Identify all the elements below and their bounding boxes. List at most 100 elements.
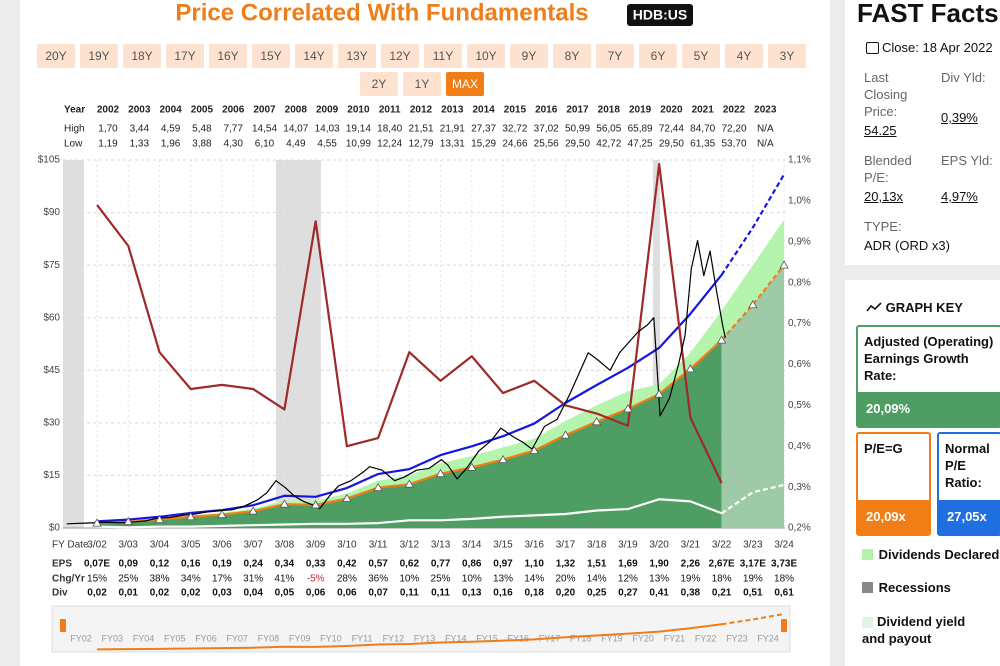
period-label[interactable]: 18Y — [131, 49, 152, 63]
earnings-marker — [186, 511, 196, 521]
x-tick-label: 3/24 — [774, 540, 794, 551]
fy-row-label: Chg/Yr — [52, 574, 85, 585]
period-button[interactable] — [252, 44, 290, 68]
year-table-cell: 72,20 — [721, 124, 746, 135]
navigator-label: FY07 — [226, 633, 248, 643]
period-button[interactable] — [80, 44, 118, 68]
period-label[interactable]: 5Y — [694, 49, 709, 63]
period-button[interactable] — [768, 44, 806, 68]
period-button[interactable] — [360, 72, 398, 96]
period-label[interactable]: MAX — [452, 77, 478, 91]
period-button[interactable] — [166, 44, 204, 68]
fy-cell: 0,41 — [649, 588, 669, 599]
y-tick-label: $30 — [43, 417, 60, 428]
period-button[interactable] — [682, 44, 720, 68]
key-item: Recessions — [862, 580, 951, 595]
graph-key-title: GRAPH KEY — [866, 300, 963, 315]
navigator-label: FY11 — [352, 633, 373, 643]
period-label[interactable]: 2Y — [372, 77, 387, 91]
period-label[interactable]: 14Y — [303, 49, 324, 63]
fy-cell: 14% — [587, 574, 607, 585]
period-label[interactable]: 19Y — [88, 49, 109, 63]
period-label[interactable]: 10Y — [475, 49, 496, 63]
period-button[interactable] — [295, 44, 333, 68]
x-tick-label: 3/22 — [712, 540, 732, 551]
x-tick-label: 3/12 — [400, 540, 420, 551]
chart: Price Correlated With Fundamentals HDB:U… — [37, 0, 811, 653]
period-button[interactable] — [553, 44, 591, 68]
period-button[interactable] — [446, 72, 484, 96]
period-label[interactable]: 7Y — [608, 49, 623, 63]
fy-cell: 0,12 — [150, 559, 170, 570]
year-table-cell: 29,50 — [659, 139, 684, 150]
period-label[interactable]: 17Y — [174, 49, 195, 63]
recession-band — [652, 160, 661, 528]
fy-cell: 1,90 — [649, 559, 669, 570]
period-button[interactable] — [123, 44, 161, 68]
year-table-cell: 2011 — [379, 105, 401, 116]
period-label[interactable]: 20Y — [45, 49, 66, 63]
period-label[interactable]: 9Y — [522, 49, 537, 63]
earnings-marker — [248, 506, 258, 515]
period-button[interactable] — [424, 44, 462, 68]
fy-cell: 0,07E — [84, 559, 110, 570]
fy-cell: 14% — [524, 574, 544, 585]
period-label[interactable]: 1Y — [415, 77, 430, 91]
year-table-cell: 1,96 — [161, 139, 181, 150]
period-label[interactable]: 11Y — [433, 49, 453, 63]
period-button[interactable] — [725, 44, 763, 68]
fy-cell: 2,67E — [709, 559, 735, 570]
fy-cell: 0,11 — [400, 588, 419, 599]
period-button[interactable] — [596, 44, 634, 68]
fact-label: Div Yld: — [941, 70, 986, 85]
period-label[interactable]: 16Y — [217, 49, 238, 63]
earnings-marker — [467, 462, 477, 471]
period-button[interactable] — [639, 44, 677, 68]
period-button[interactable] — [510, 44, 548, 68]
period-button[interactable] — [338, 44, 376, 68]
x-tick-label: 3/17 — [556, 540, 576, 551]
year-table-cell: 3,88 — [192, 139, 212, 150]
x-tick-label: 3/11 — [369, 540, 388, 551]
earnings-marker — [279, 499, 290, 508]
earnings-marker — [560, 430, 571, 439]
fy-cell: 36% — [368, 574, 388, 585]
fy-cell: 0,97 — [493, 559, 513, 570]
period-label[interactable]: 3Y — [780, 49, 795, 63]
fy-cell: 19% — [743, 574, 763, 585]
navigator-handle[interactable] — [781, 619, 787, 632]
period-button[interactable] — [403, 72, 441, 96]
y2-tick-label: 0,7% — [788, 318, 811, 329]
y2-tick-label: 0,6% — [788, 359, 811, 370]
year-table-row-label: Year — [64, 105, 85, 116]
period-label[interactable]: 8Y — [565, 49, 580, 63]
fy-cell: 0,61 — [774, 588, 794, 599]
earnings-marker — [310, 500, 321, 509]
fy-cell: 0,02 — [150, 588, 170, 599]
period-label[interactable]: 12Y — [389, 49, 410, 63]
navigator-handle[interactable] — [60, 619, 66, 632]
fy-cell: 0,27 — [618, 588, 638, 599]
fy-cell: 0,86 — [462, 559, 482, 570]
fy-cell: 0,13 — [462, 588, 482, 599]
period-button[interactable] — [381, 44, 419, 68]
navigator-label: FY14 — [445, 633, 467, 643]
fy-cell: 0,38 — [681, 588, 701, 599]
fy-row-label: FY Date — [52, 540, 89, 551]
period-button[interactable] — [209, 44, 247, 68]
period-label[interactable]: 15Y — [260, 49, 281, 63]
fy-cell: 0,33 — [306, 559, 326, 570]
year-table-cell: 2015 — [504, 105, 527, 116]
fy-cell: 0,20 — [556, 588, 576, 599]
y2-tick-label: 0,3% — [788, 482, 811, 493]
earnings-marker — [529, 445, 539, 454]
period-label[interactable]: 6Y — [651, 49, 666, 63]
x-tick-label: 3/03 — [119, 540, 139, 551]
year-table-cell: 2005 — [191, 105, 214, 116]
period-label[interactable]: 13Y — [346, 49, 367, 63]
period-button[interactable] — [467, 44, 505, 68]
x-tick-label: 3/20 — [649, 540, 669, 551]
period-label[interactable]: 4Y — [737, 49, 752, 63]
period-button[interactable] — [37, 44, 75, 68]
year-table-cell: 14,54 — [252, 124, 277, 135]
